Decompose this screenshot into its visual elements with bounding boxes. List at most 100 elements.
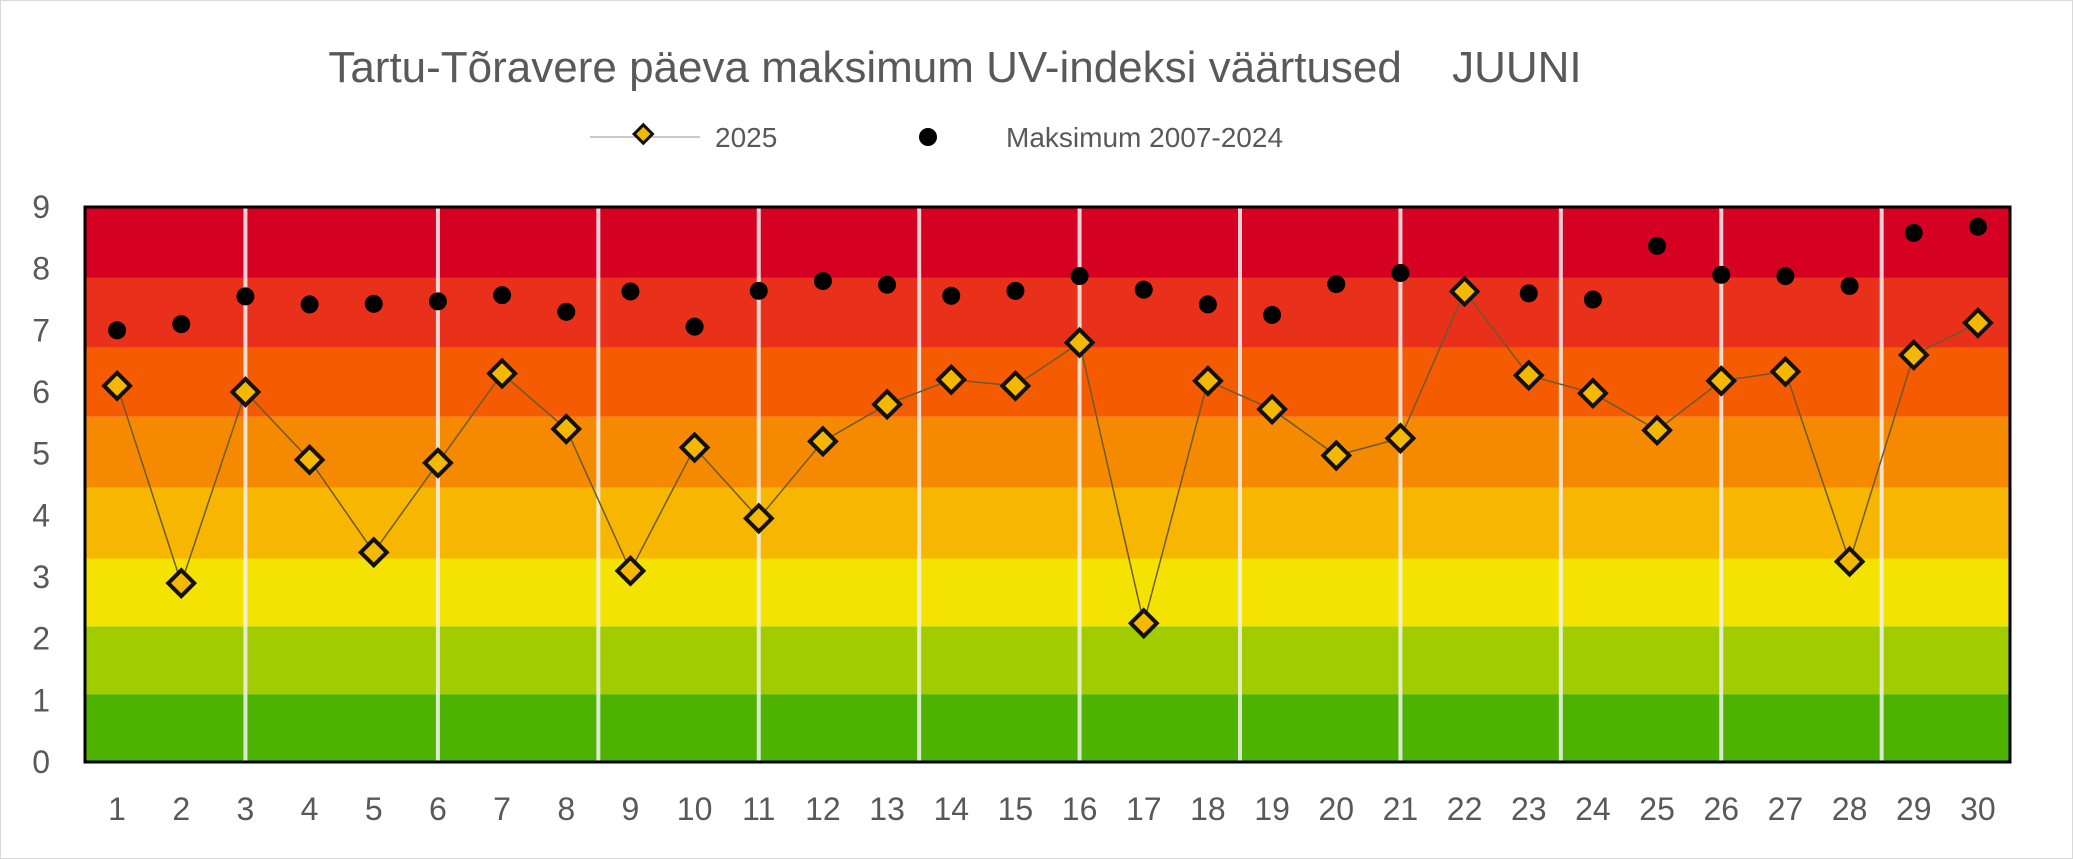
maximum-point	[1904, 223, 1923, 242]
chart-title-month: JUUNI	[1452, 43, 1582, 92]
maximum-point	[557, 302, 576, 321]
point-2025	[550, 413, 583, 445]
uv-band-1	[85, 626, 2010, 695]
legend: 2025 Maksimum 2007-2024	[590, 122, 1283, 153]
x-tick-label: 19	[1254, 791, 1290, 827]
x-tick-label: 13	[869, 791, 905, 827]
maximum-point	[1198, 295, 1217, 314]
maximum-point	[1134, 280, 1153, 299]
point-2025	[999, 370, 1032, 402]
y-tick-label: 7	[32, 312, 50, 348]
maximum-point	[749, 281, 768, 300]
maximum-point	[942, 286, 961, 305]
x-tick-label: 21	[1383, 791, 1419, 827]
uv-band-0	[85, 694, 2010, 762]
x-tick-label: 30	[1960, 791, 1996, 827]
x-tick-label: 9	[622, 791, 640, 827]
point-2025	[742, 502, 775, 535]
x-tick-label: 2	[172, 791, 190, 827]
point-2025	[229, 376, 262, 408]
point-2025	[614, 555, 647, 587]
y-tick-label: 3	[32, 559, 50, 595]
x-tick-label: 29	[1896, 791, 1932, 827]
y-tick-label: 6	[32, 374, 50, 410]
chart-title: Tartu-Tõravere päeva maksimum UV-indeksi…	[328, 43, 1581, 92]
x-tick-label: 5	[365, 791, 383, 827]
legend-dot-icon	[919, 128, 937, 146]
y-axis-tick-labels: 0 1 2 3 4 5 6 7 8 9	[32, 189, 50, 780]
x-tick-label: 8	[557, 791, 575, 827]
x-tick-label: 18	[1190, 791, 1226, 827]
point-2025	[1769, 355, 1802, 388]
point-2025	[1897, 339, 1930, 371]
maximum-point	[878, 275, 897, 294]
maximum-point	[1327, 275, 1346, 294]
point-2025	[1641, 414, 1673, 447]
x-tick-label: 16	[1062, 791, 1098, 827]
maximum-point	[813, 272, 832, 290]
maximum-point	[364, 294, 383, 313]
y-tick-label: 4	[32, 497, 50, 533]
point-2025	[807, 425, 839, 458]
maximum-point	[685, 317, 704, 336]
point-2025	[935, 363, 968, 396]
x-tick-label: 15	[998, 791, 1034, 827]
y-tick-label: 8	[32, 251, 50, 287]
series-2025-line	[116, 290, 1979, 624]
uv-band-7	[85, 207, 2010, 278]
x-tick-label: 7	[493, 791, 511, 827]
maximum-point	[1648, 236, 1667, 255]
x-tick-label: 1	[108, 791, 126, 827]
chart-title-main: Tartu-Tõravere päeva maksimum UV-indeksi…	[328, 43, 1402, 92]
series-2025-points	[101, 275, 1994, 640]
plot-area-border	[83, 205, 2012, 764]
uv-band-6	[85, 277, 2010, 348]
point-2025	[486, 357, 518, 390]
point-2025	[1384, 422, 1417, 455]
x-tick-label: 6	[429, 791, 447, 827]
point-2025	[293, 444, 326, 476]
point-2025	[1127, 607, 1160, 640]
point-2025	[1577, 377, 1609, 410]
maximum-point	[1968, 217, 1987, 236]
y-tick-label: 9	[32, 189, 50, 225]
point-2025	[1256, 393, 1288, 426]
maximum-point	[1712, 265, 1731, 284]
maximum-point	[1263, 305, 1282, 324]
maximum-point	[1840, 276, 1859, 295]
point-2025	[1512, 359, 1545, 392]
x-tick-label: 22	[1447, 791, 1483, 827]
maximum-point	[1583, 290, 1602, 309]
maximum-point	[236, 287, 255, 306]
point-2025	[1320, 439, 1353, 472]
uv-band-3	[85, 487, 2010, 559]
legend-diamond-icon	[631, 122, 655, 146]
x-tick-label: 11	[742, 791, 775, 827]
y-tick-label: 0	[32, 744, 50, 780]
y-tick-label: 5	[32, 436, 50, 472]
maximum-point	[1070, 267, 1089, 286]
x-tick-label: 12	[805, 791, 841, 827]
point-2025	[101, 370, 133, 402]
maximum-point	[493, 286, 512, 305]
point-2025	[871, 388, 903, 421]
maximum-point	[1006, 281, 1025, 300]
maximum-point	[428, 292, 447, 311]
x-tick-label: 10	[677, 791, 713, 827]
maximum-point	[621, 282, 640, 301]
point-2025	[165, 567, 198, 599]
x-tick-label: 3	[237, 791, 255, 827]
uv-risk-bands	[85, 207, 2010, 762]
uv-band-4	[85, 416, 2010, 488]
point-2025	[1705, 365, 1738, 397]
point-2025	[357, 536, 390, 569]
point-2025	[422, 447, 454, 479]
y-tick-label: 2	[32, 621, 50, 657]
x-tick-label: 4	[301, 791, 319, 827]
x-tick-label: 14	[933, 791, 969, 827]
point-2025	[1192, 365, 1224, 397]
point-2025	[1063, 326, 1096, 359]
maximum-point	[300, 295, 319, 314]
x-axis-tick-labels: 1 2 3 4 5 6 7 8 9 10 11 12 13 14 15 16 17 18 19 20 21 22 23 24 2…	[108, 791, 1996, 827]
